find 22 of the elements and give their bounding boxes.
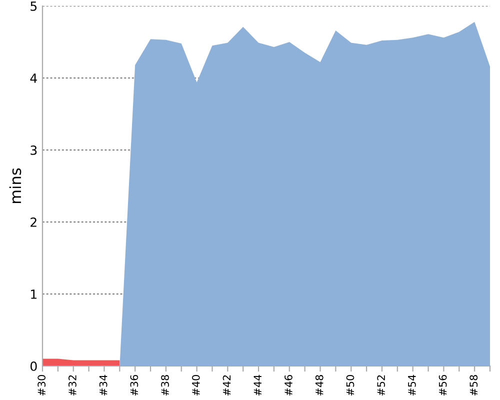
x-tick-label: #54 bbox=[408, 374, 416, 396]
x-tick-label: #36 bbox=[130, 374, 138, 396]
y-tick-label: 5 bbox=[30, 2, 37, 11]
x-tick-label: #52 bbox=[377, 375, 386, 396]
x-tick-label: #58 bbox=[470, 375, 478, 396]
x-tick-label: #44 bbox=[254, 374, 262, 396]
x-tick-label: #34 bbox=[99, 374, 108, 396]
y-tick-label: 1 bbox=[31, 290, 36, 299]
x-tick-label: #32 bbox=[68, 375, 76, 396]
x-tick-label: #40 bbox=[192, 375, 200, 396]
x-tick-label: #50 bbox=[346, 375, 354, 396]
x-tick-label: #38 bbox=[161, 375, 169, 396]
y-tick-label: 0 bbox=[30, 361, 37, 371]
y-axis-title: mins bbox=[9, 168, 22, 203]
y-tick-label: 3 bbox=[30, 145, 37, 155]
x-tick-label: #46 bbox=[284, 374, 292, 396]
y-tick-label: 4 bbox=[30, 74, 37, 83]
x-tick-label: #42 bbox=[222, 375, 231, 396]
y-tick-label: 2 bbox=[30, 217, 36, 227]
x-tick-label: #48 bbox=[315, 375, 324, 396]
x-tick-label: #56 bbox=[438, 374, 447, 396]
x-tick-label: #30 bbox=[38, 375, 46, 396]
